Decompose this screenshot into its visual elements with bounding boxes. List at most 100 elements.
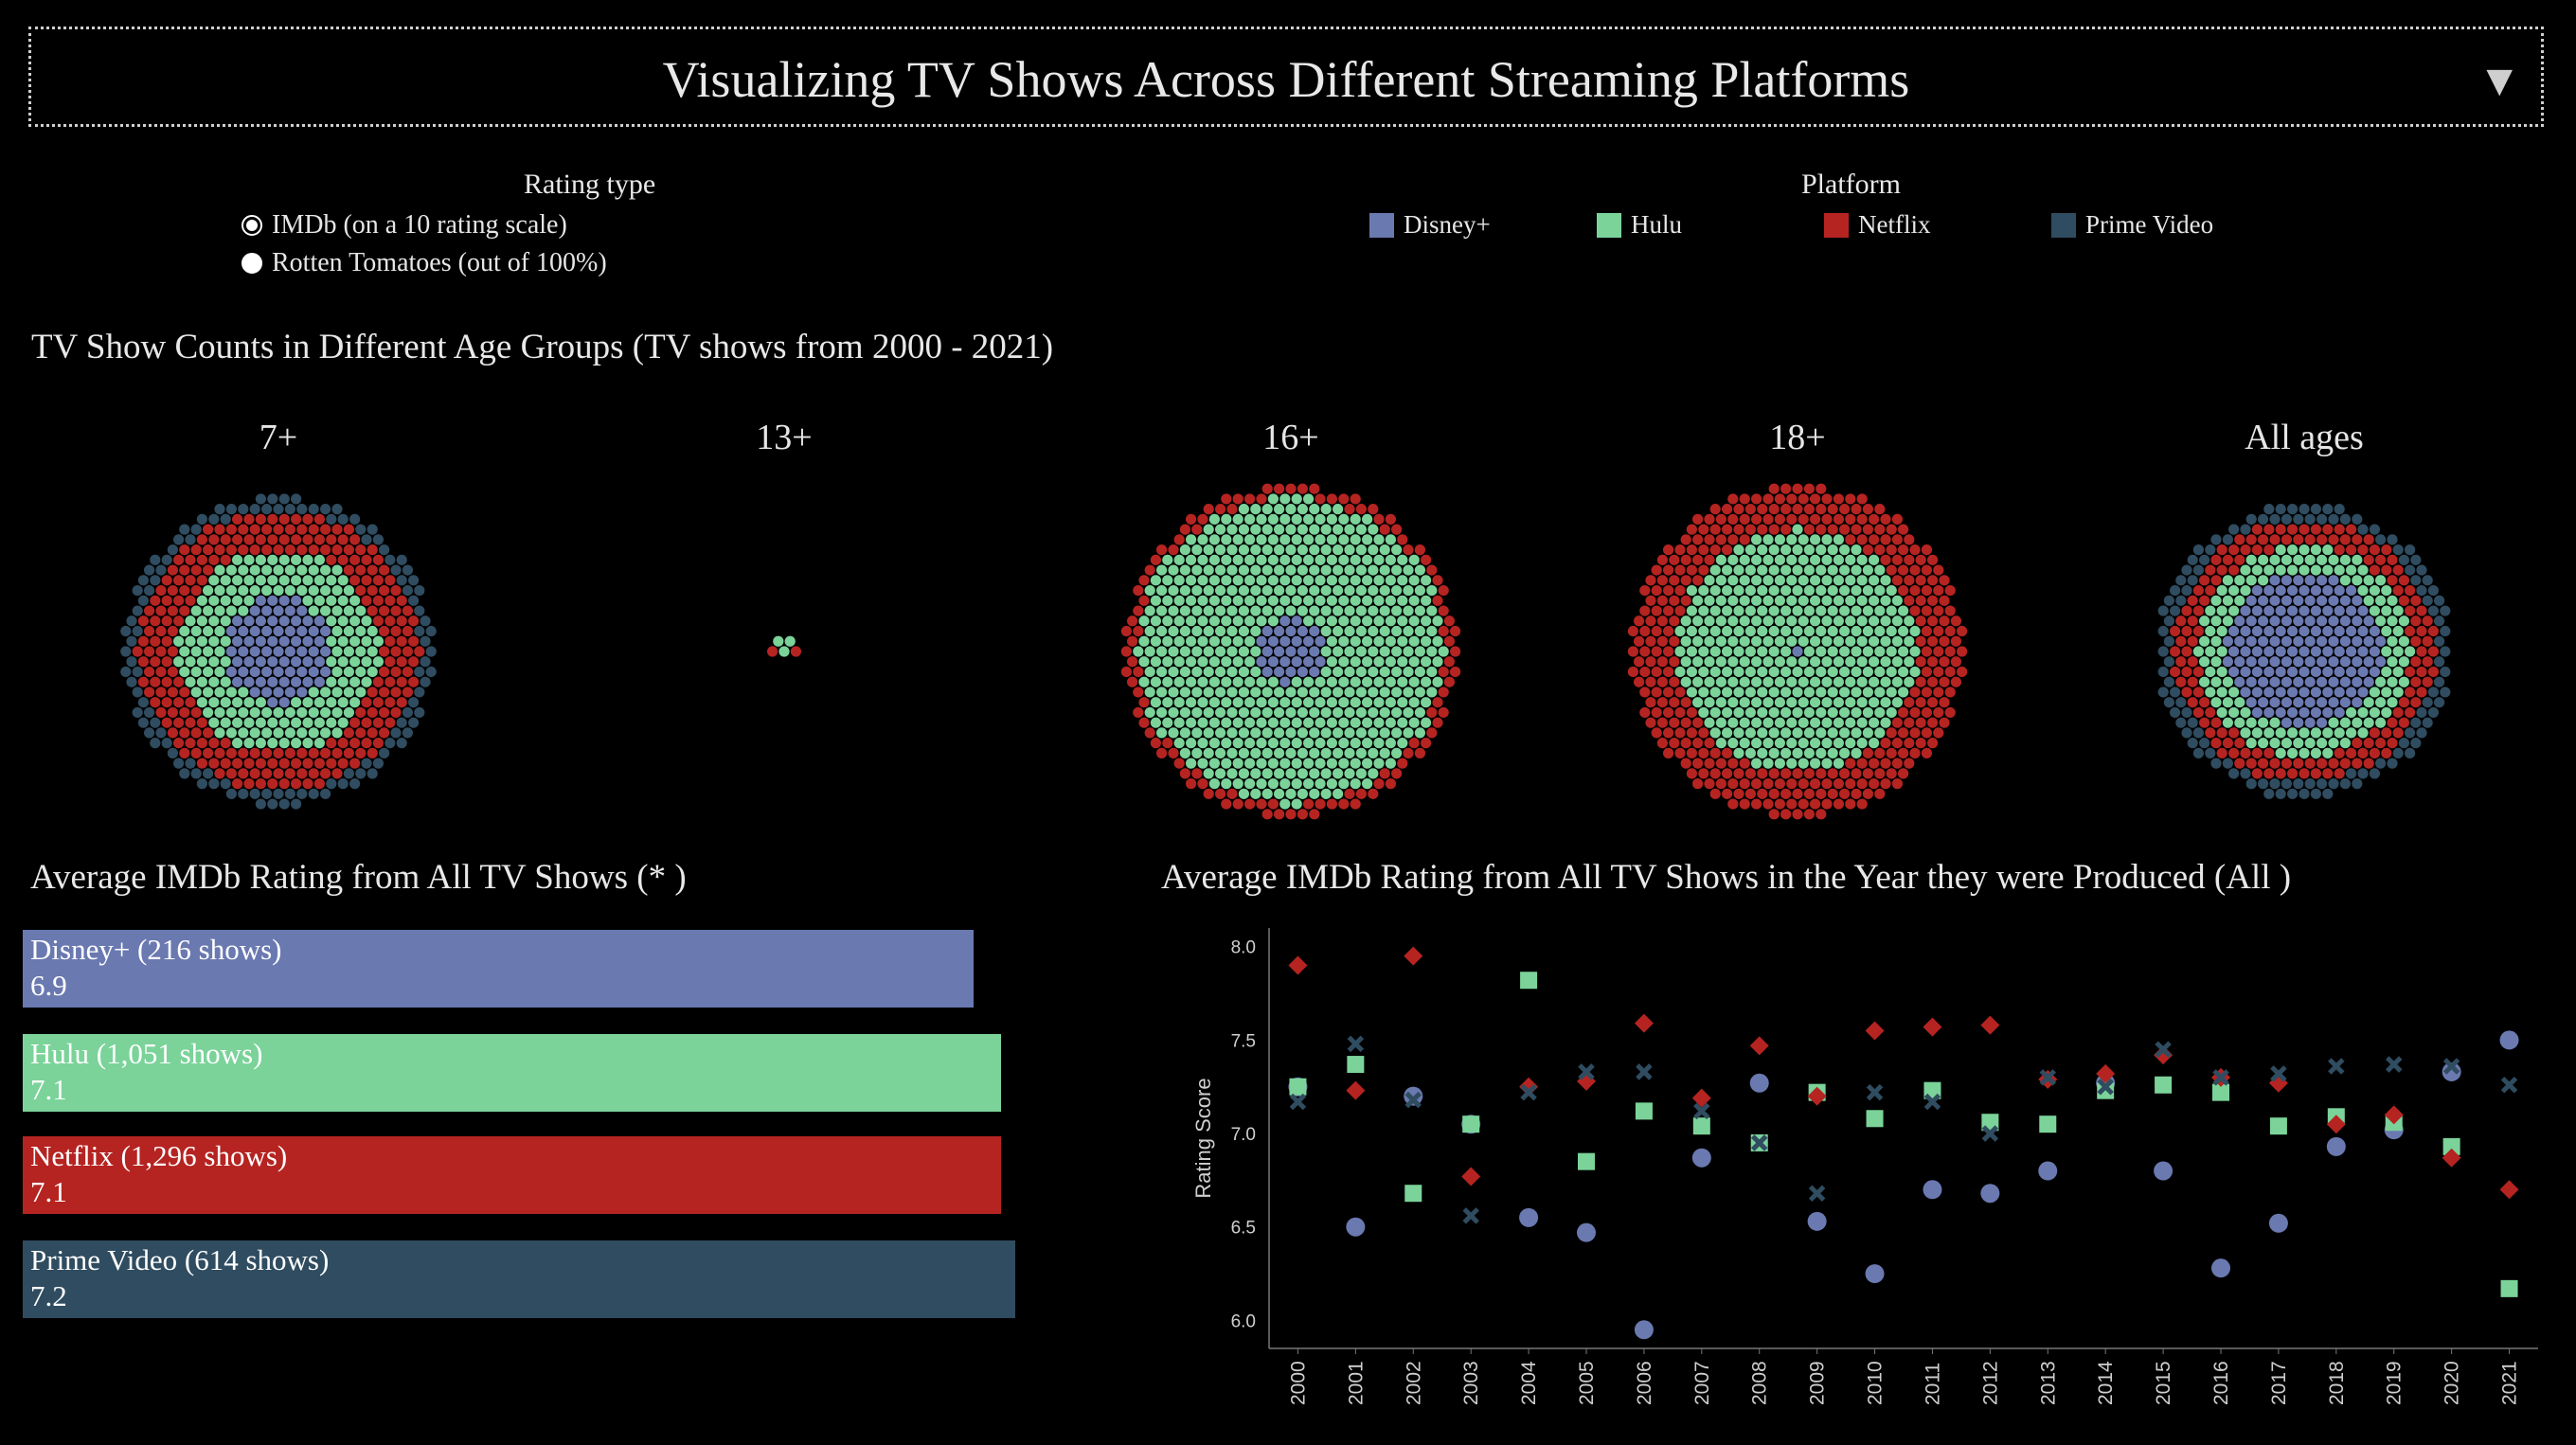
scatter-point-disney[interactable] [2499, 1030, 2519, 1050]
scatter-point-primevideo[interactable] [1404, 1091, 1422, 1109]
scatter-point-primevideo[interactable] [1578, 1063, 1595, 1080]
scatter-point-hulu[interactable] [1520, 972, 1538, 990]
scatter-point-disney[interactable] [1404, 1086, 1423, 1106]
scatter-point-hulu[interactable] [2442, 1137, 2460, 1155]
scatter-point-primevideo[interactable] [1750, 1134, 1768, 1151]
scatter-point-primevideo[interactable] [1289, 1093, 1307, 1111]
age-dot-netflix [361, 575, 372, 586]
scatter-point-primevideo[interactable] [2500, 1076, 2518, 1094]
radio-button-rotten-tomatoes[interactable] [242, 253, 262, 274]
scatter-point-disney[interactable] [2211, 1258, 2230, 1278]
legend-item-netflix[interactable]: Netflix [1824, 210, 1930, 240]
legend-item-disney[interactable]: Disney+ [1369, 210, 1491, 240]
age-dot-hulu [2398, 635, 2409, 647]
scatter-point-hulu[interactable] [1635, 1102, 1653, 1120]
rating-bar-2[interactable]: Netflix (1,296 shows) 7.1 [23, 1136, 1002, 1214]
legend-item-hulu[interactable]: Hulu [1597, 210, 1682, 240]
scatter-point-netflix[interactable] [1807, 1086, 1827, 1106]
age-dot-netflix [1898, 768, 1909, 779]
scatter-point-primevideo[interactable] [1636, 1063, 1653, 1080]
age-dot-disney [1315, 656, 1326, 668]
scatter-point-hulu[interactable] [2212, 1083, 2229, 1101]
scatter-point-hulu[interactable] [2500, 1279, 2518, 1297]
age-dot-netflix [1768, 809, 1780, 820]
scatter-point-disney[interactable] [1865, 1264, 1885, 1284]
scatter-point-primevideo[interactable] [1462, 1207, 1479, 1224]
scatter-point-primevideo[interactable] [2270, 1065, 2287, 1082]
scatter-point-primevideo[interactable] [2385, 1056, 2403, 1073]
age-dot-hulu [1186, 676, 1197, 687]
scatter-point-primevideo[interactable] [1808, 1185, 1826, 1202]
scatter-point-netflix[interactable] [1519, 1077, 1539, 1097]
scatter-point-disney[interactable] [1980, 1184, 2000, 1204]
scatter-point-disney[interactable] [1807, 1211, 1827, 1231]
age-dot-netflix [2251, 768, 2263, 779]
legend-item-prime-video[interactable]: Prime Video [2051, 210, 2213, 240]
scatter-point-netflix[interactable] [1749, 1036, 1769, 1056]
scatter-point-primevideo[interactable] [1693, 1102, 1710, 1120]
scatter-point-netflix[interactable] [1634, 1013, 1654, 1033]
scatter-point-disney[interactable] [1519, 1207, 1539, 1227]
chevron-down-icon[interactable]: ▼ [2486, 62, 2513, 100]
scatter-point-hulu[interactable] [2155, 1076, 2173, 1094]
scatter-point-primevideo[interactable] [2212, 1069, 2229, 1086]
scatter-point-hulu[interactable] [2269, 1117, 2287, 1135]
age-dot-primevideo [2299, 788, 2310, 799]
scatter-point-primevideo[interactable] [2039, 1069, 2057, 1086]
scatter-point-primevideo[interactable] [1923, 1093, 1941, 1111]
age-dot-netflix [1692, 758, 1704, 769]
age-dot-netflix [1274, 483, 1285, 494]
scatter-point-hulu[interactable] [1404, 1185, 1422, 1203]
radio-option-imdb[interactable]: IMDb (on a 10 rating scale) [242, 210, 567, 241]
scatter-point-netflix[interactable] [2384, 1105, 2404, 1125]
age-dot-hulu [1256, 534, 1267, 545]
scatter-point-primevideo[interactable] [1866, 1083, 1884, 1101]
scatter-point-netflix[interactable] [1461, 1167, 1481, 1186]
scatter-point-disney[interactable] [2442, 1061, 2461, 1081]
scatter-point-netflix[interactable] [1346, 1080, 1366, 1100]
scatter-point-primevideo[interactable] [2097, 1078, 2114, 1096]
age-dot-hulu [1221, 554, 1232, 565]
scatter-point-netflix[interactable] [2326, 1115, 2346, 1134]
scatter-point-netflix[interactable] [1404, 946, 1423, 966]
scatter-point-disney[interactable] [2268, 1213, 2288, 1233]
scatter-point-netflix[interactable] [2096, 1063, 2116, 1083]
scatter-point-disney[interactable] [2154, 1161, 2174, 1181]
scatter-point-primevideo[interactable] [1520, 1083, 1537, 1101]
scatter-point-disney[interactable] [2326, 1136, 2346, 1156]
scatter-point-disney[interactable] [1923, 1180, 1942, 1200]
scatter-point-hulu[interactable] [1462, 1115, 1480, 1133]
scatter-point-primevideo[interactable] [1347, 1035, 1365, 1053]
scatter-point-primevideo[interactable] [2328, 1058, 2345, 1075]
scatter-point-hulu[interactable] [2097, 1081, 2115, 1099]
radio-button-imdb[interactable] [242, 215, 262, 236]
scatter-point-netflix[interactable] [1980, 1015, 2000, 1035]
scatter-point-hulu[interactable] [2039, 1115, 2057, 1133]
scatter-point-hulu[interactable] [1347, 1056, 1365, 1074]
scatter-point-primevideo[interactable] [2442, 1058, 2460, 1075]
scatter-point-disney[interactable] [1749, 1073, 1769, 1093]
scatter-point-netflix[interactable] [2442, 1148, 2461, 1168]
radio-option-rotten-tomatoes[interactable]: Rotten Tomatoes (out of 100%) [242, 248, 607, 278]
scatter-point-hulu[interactable] [1289, 1078, 1307, 1096]
scatter-point-primevideo[interactable] [1981, 1125, 1999, 1142]
scatter-point-netflix[interactable] [1288, 955, 1308, 975]
scatter-point-netflix[interactable] [1691, 1088, 1711, 1108]
rating-bar-0[interactable]: Disney+ (216 shows) 6.9 [23, 930, 975, 1008]
scatter-point-netflix[interactable] [2154, 1045, 2174, 1065]
scatter-point-netflix[interactable] [1865, 1021, 1885, 1041]
rating-bar-1[interactable]: Hulu (1,051 shows) 7.1 [23, 1034, 1002, 1112]
scatter-point-hulu[interactable] [1578, 1152, 1595, 1170]
scatter-point-netflix[interactable] [1923, 1017, 1942, 1037]
rating-bar-3[interactable]: Prime Video (614 shows) 7.2 [23, 1240, 1015, 1318]
scatter-point-disney[interactable] [1577, 1222, 1596, 1242]
scatter-point-netflix[interactable] [2499, 1180, 2519, 1200]
scatter-point-disney[interactable] [1691, 1148, 1711, 1168]
scatter-point-primevideo[interactable] [2155, 1041, 2172, 1059]
scatter-point-hulu[interactable] [1866, 1110, 1884, 1128]
scatter-point-disney[interactable] [2038, 1161, 2058, 1181]
age-dot-netflix [1939, 656, 1950, 668]
scatter-point-disney[interactable] [1634, 1320, 1654, 1340]
scatter-point-disney[interactable] [1346, 1217, 1366, 1237]
scatter-point-hulu[interactable] [1692, 1117, 1710, 1135]
